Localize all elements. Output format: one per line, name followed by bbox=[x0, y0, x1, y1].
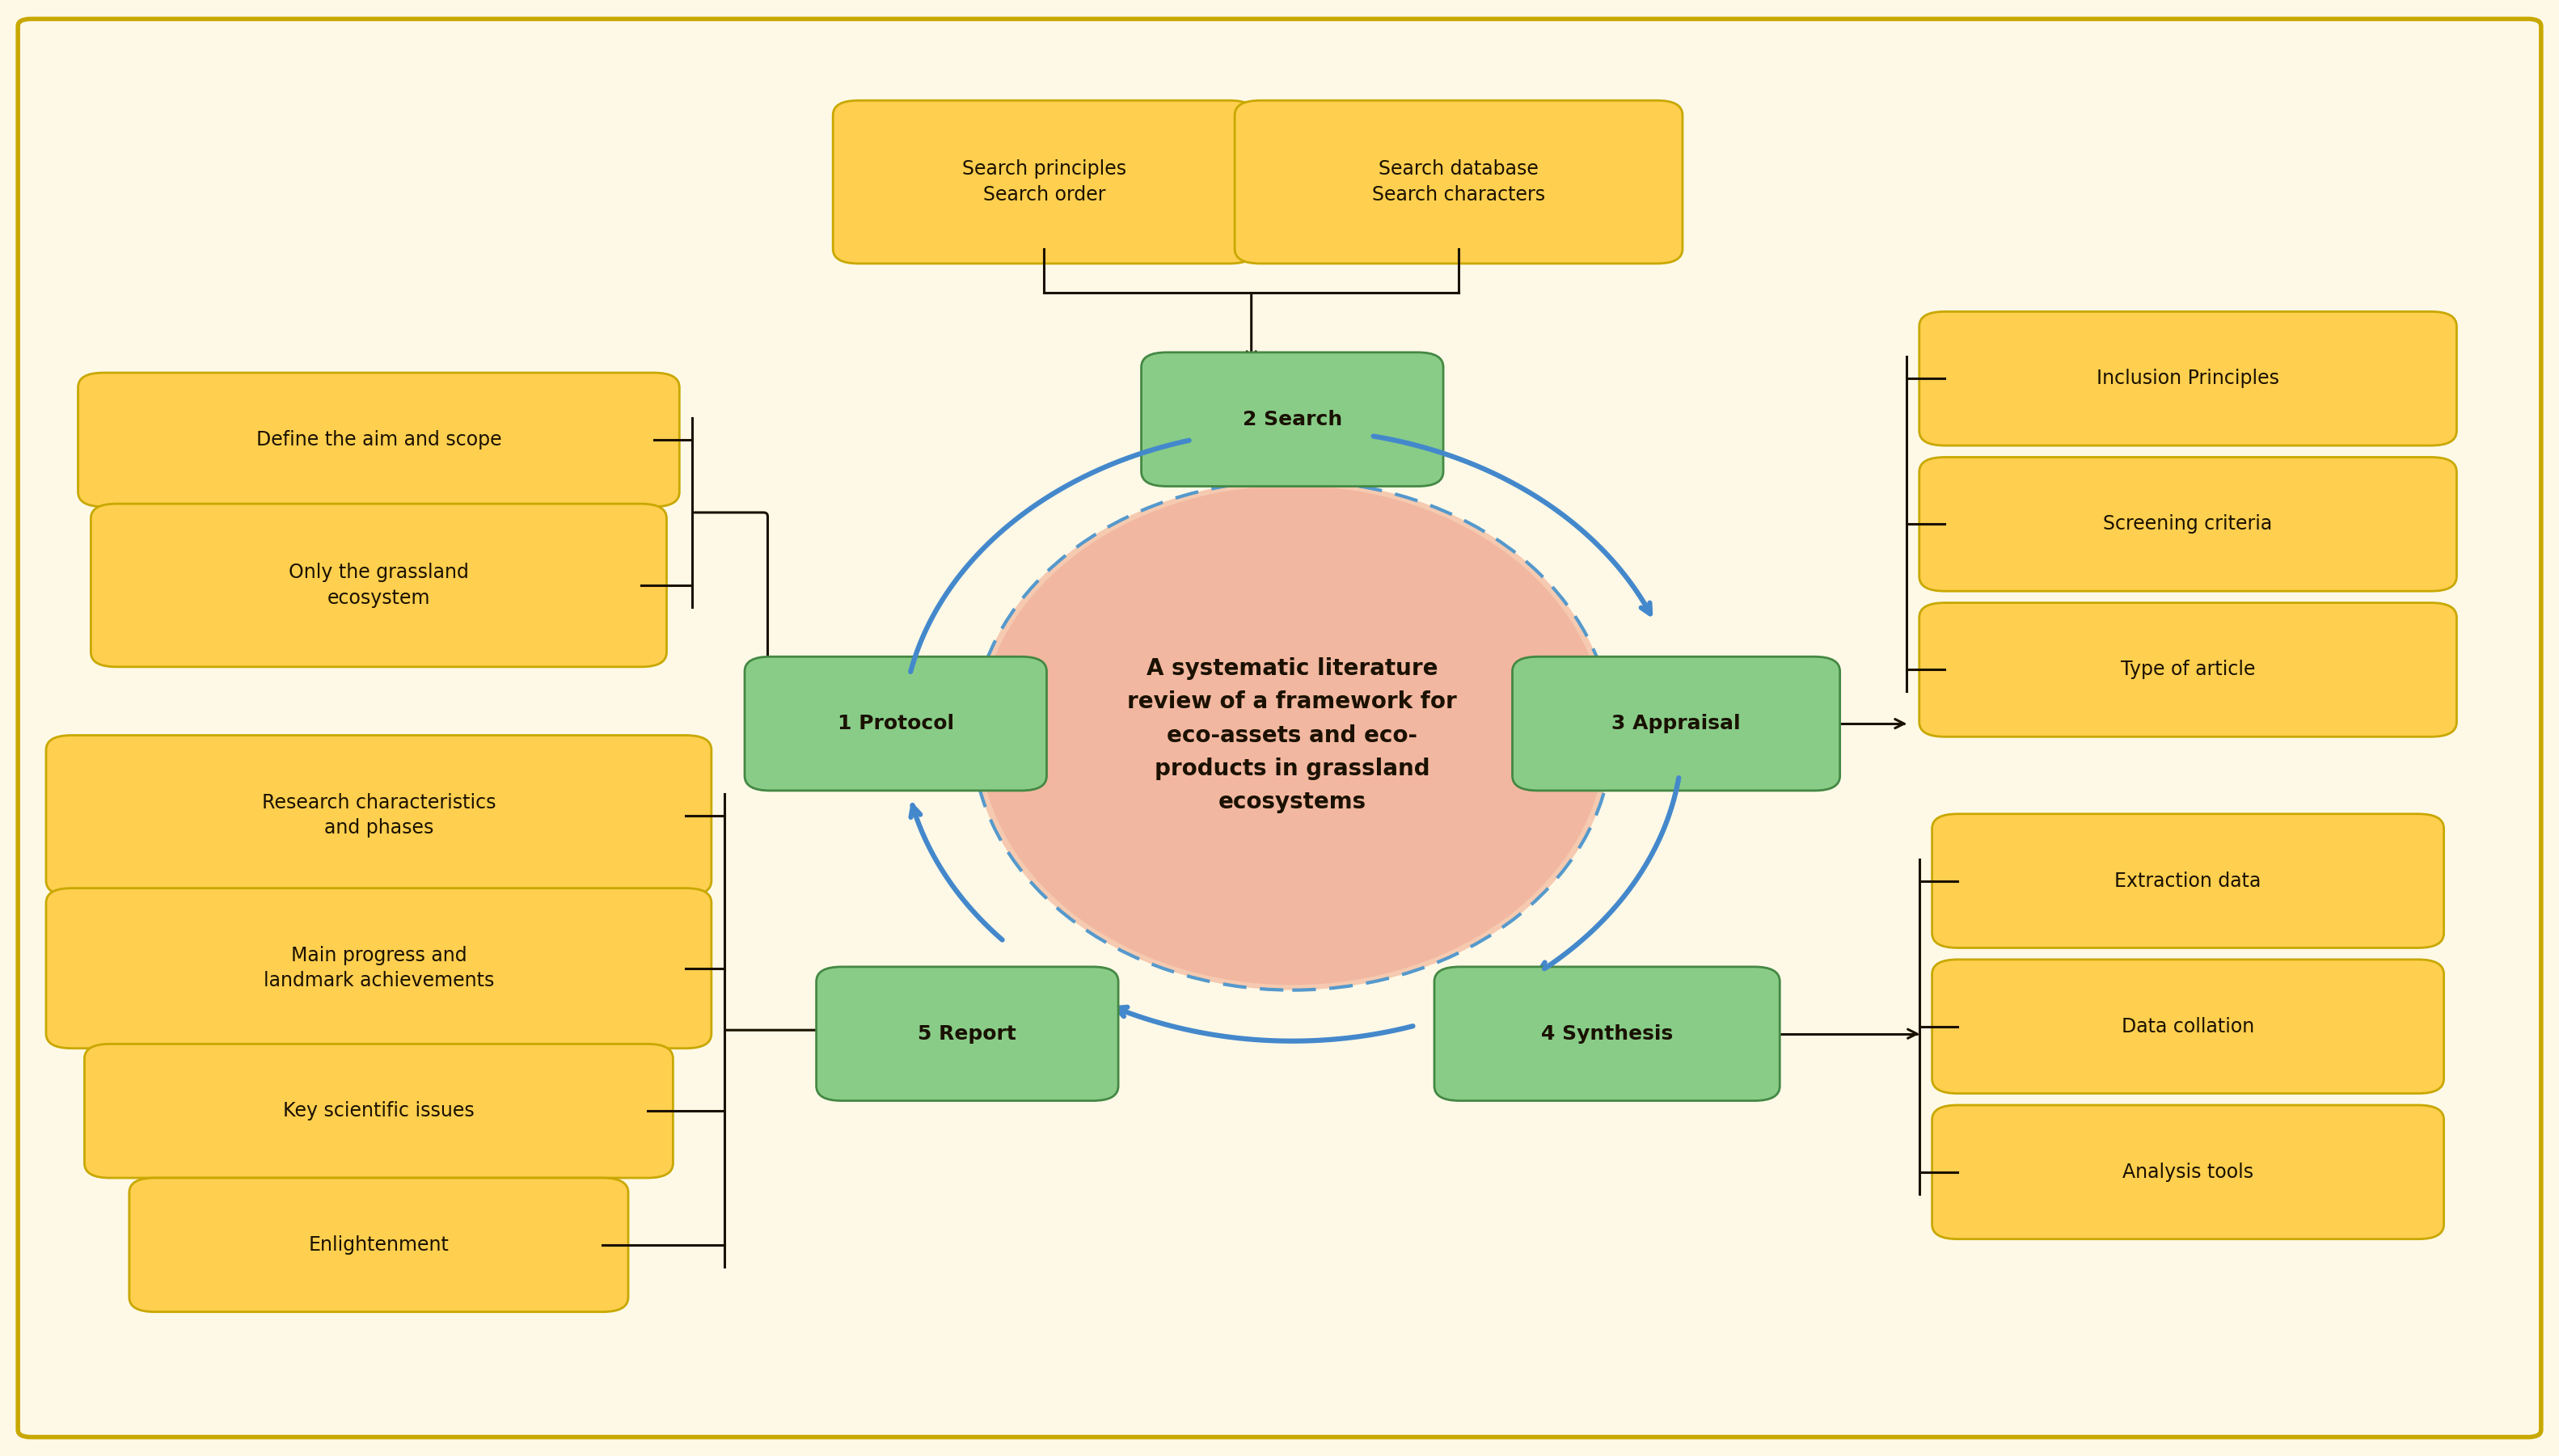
FancyBboxPatch shape bbox=[1919, 312, 2457, 446]
FancyBboxPatch shape bbox=[1512, 657, 1840, 791]
Text: 2 Search: 2 Search bbox=[1244, 409, 1341, 430]
FancyBboxPatch shape bbox=[1433, 967, 1781, 1101]
FancyBboxPatch shape bbox=[816, 967, 1118, 1101]
FancyBboxPatch shape bbox=[1932, 960, 2444, 1093]
Text: Search principles
Search order: Search principles Search order bbox=[962, 160, 1126, 204]
Text: Define the aim and scope: Define the aim and scope bbox=[256, 430, 502, 450]
Text: A systematic literature
review of a framework for
eco-assets and eco-
products i: A systematic literature review of a fram… bbox=[1129, 657, 1456, 814]
Text: Analysis tools: Analysis tools bbox=[2121, 1162, 2254, 1182]
Text: 4 Synthesis: 4 Synthesis bbox=[1541, 1024, 1674, 1044]
Text: Extraction data: Extraction data bbox=[2114, 871, 2262, 891]
FancyBboxPatch shape bbox=[92, 504, 665, 667]
FancyBboxPatch shape bbox=[131, 1178, 627, 1312]
FancyBboxPatch shape bbox=[745, 657, 1047, 791]
Ellipse shape bbox=[972, 480, 1612, 990]
FancyBboxPatch shape bbox=[1233, 100, 1681, 264]
FancyBboxPatch shape bbox=[832, 100, 1254, 264]
Text: Key scientific issues: Key scientific issues bbox=[284, 1101, 473, 1121]
Text: Inclusion Principles: Inclusion Principles bbox=[2096, 368, 2280, 389]
Text: 1 Protocol: 1 Protocol bbox=[837, 713, 955, 734]
FancyBboxPatch shape bbox=[46, 888, 711, 1048]
Text: Search database
Search characters: Search database Search characters bbox=[1372, 160, 1546, 204]
Text: 5 Report: 5 Report bbox=[919, 1024, 1016, 1044]
FancyBboxPatch shape bbox=[1932, 814, 2444, 948]
Text: Data collation: Data collation bbox=[2121, 1016, 2254, 1037]
Text: Research characteristics
and phases: Research characteristics and phases bbox=[261, 794, 496, 837]
FancyBboxPatch shape bbox=[84, 1044, 673, 1178]
Text: Screening criteria: Screening criteria bbox=[2103, 514, 2272, 534]
FancyBboxPatch shape bbox=[1919, 603, 2457, 737]
Text: 3 Appraisal: 3 Appraisal bbox=[1612, 713, 1740, 734]
Text: Only the grassland
ecosystem: Only the grassland ecosystem bbox=[289, 563, 468, 607]
FancyBboxPatch shape bbox=[1919, 457, 2457, 591]
FancyBboxPatch shape bbox=[1932, 1105, 2444, 1239]
Ellipse shape bbox=[978, 486, 1607, 984]
Text: Type of article: Type of article bbox=[2121, 660, 2254, 680]
Text: Enlightenment: Enlightenment bbox=[310, 1235, 448, 1255]
FancyBboxPatch shape bbox=[1141, 352, 1443, 486]
FancyBboxPatch shape bbox=[18, 19, 2541, 1437]
FancyBboxPatch shape bbox=[79, 373, 678, 507]
Text: Main progress and
landmark achievements: Main progress and landmark achievements bbox=[264, 946, 494, 990]
FancyBboxPatch shape bbox=[46, 735, 711, 895]
